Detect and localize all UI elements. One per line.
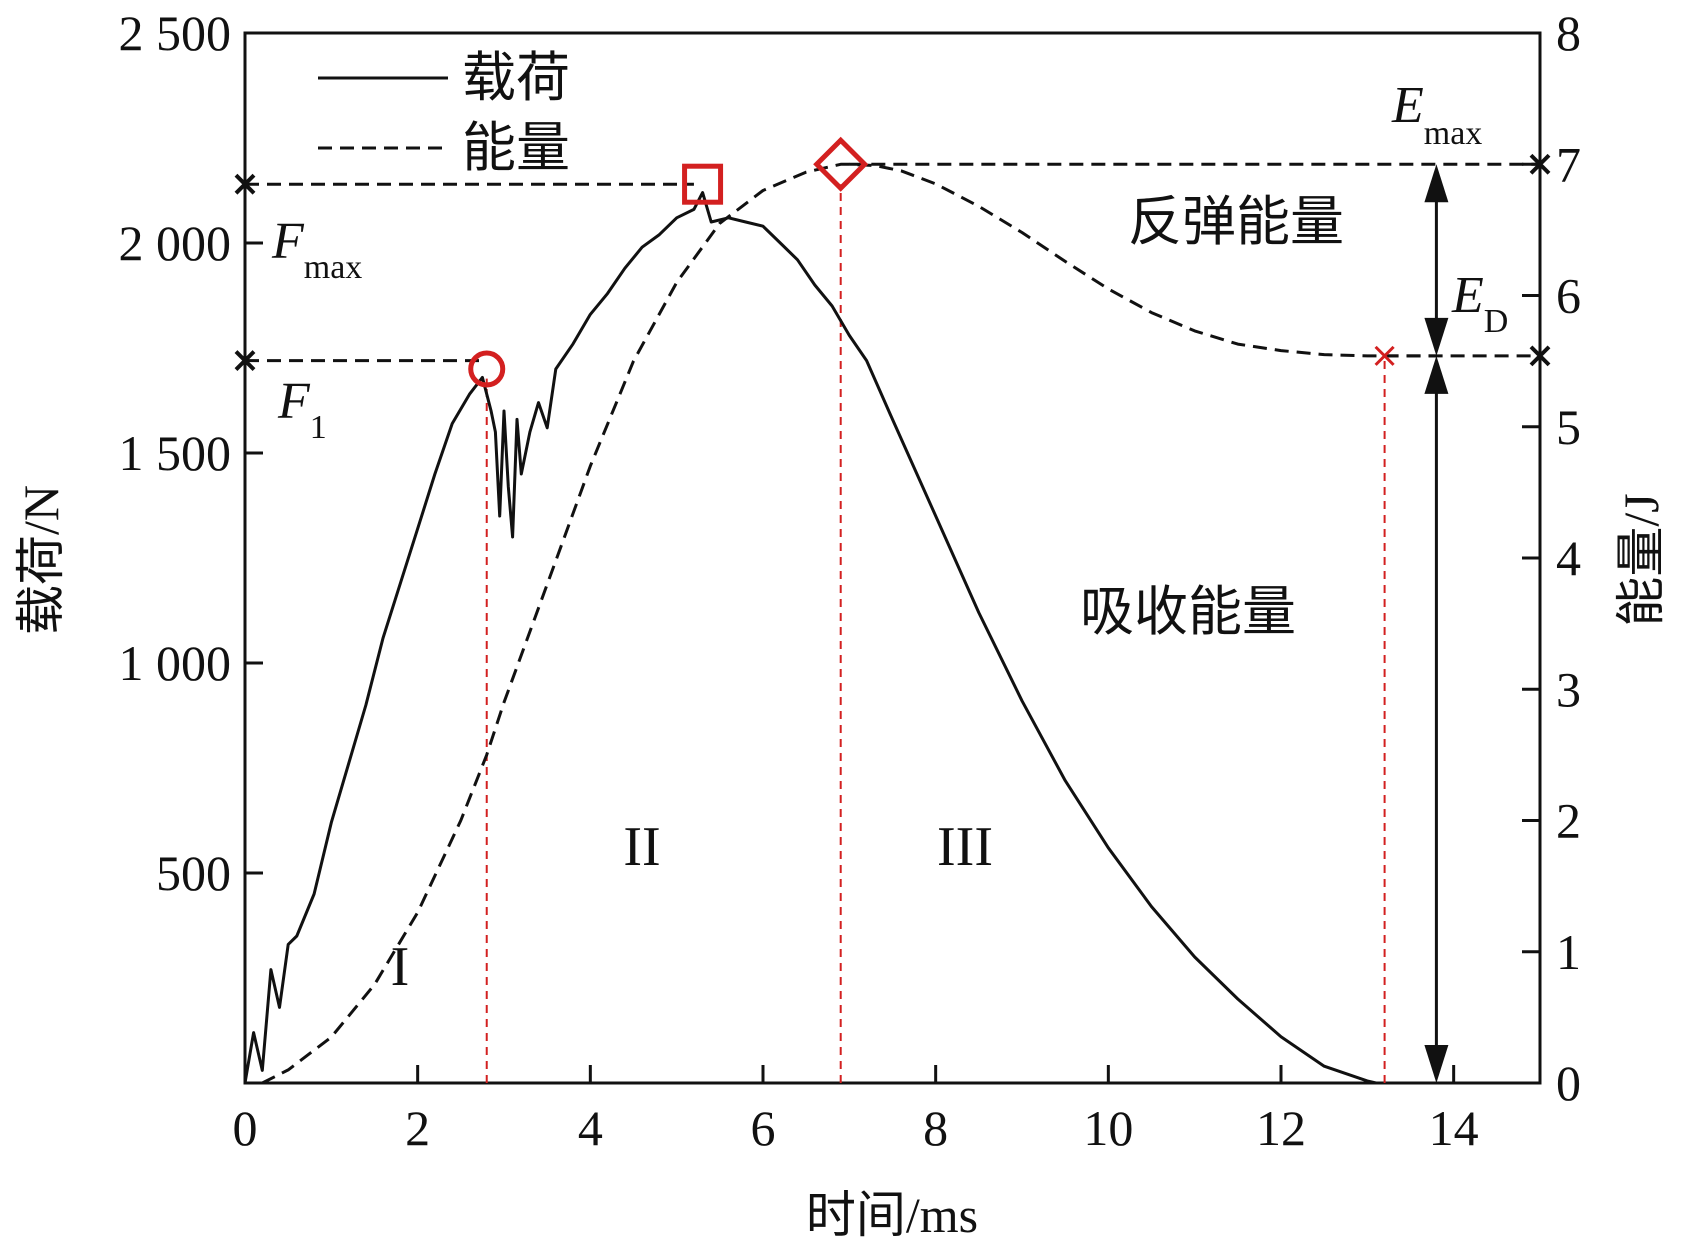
legend-label-load: 载荷 xyxy=(462,46,570,109)
y-right-tick-label: 2 xyxy=(1556,793,1581,849)
y-left-tick-label: 500 xyxy=(156,845,231,901)
rebound-energy-arrow-head-top xyxy=(1424,164,1449,203)
x-tick-label: 2 xyxy=(405,1100,430,1156)
x-tick-label: 4 xyxy=(578,1100,603,1156)
reference-lines xyxy=(234,153,1551,1083)
y-right-tick-label: 3 xyxy=(1556,661,1581,717)
region-label-2: II xyxy=(623,816,660,878)
y-right-axis-title: 能量/J xyxy=(1613,493,1669,626)
y-right-tick-label: 8 xyxy=(1556,5,1581,61)
F1-axis-cross xyxy=(234,350,256,372)
ED-symbol: ED xyxy=(1451,267,1508,340)
Emax-axis-cross xyxy=(1529,153,1551,175)
y-right-tick-label: 7 xyxy=(1556,136,1581,192)
Fmax-axis-cross xyxy=(234,173,256,195)
energy-curve xyxy=(261,162,1437,1085)
rebound-energy-arrow-head-bottom xyxy=(1424,317,1449,356)
ED-axis-cross xyxy=(1529,345,1551,367)
energy-arrows xyxy=(1424,164,1449,1083)
Fmax-symbol: Fmax xyxy=(271,213,362,286)
y-left-tick-label: 2 500 xyxy=(119,5,232,61)
x-tick-label: 14 xyxy=(1429,1100,1479,1156)
absorbed-energy-arrow-head-top xyxy=(1424,355,1449,394)
y-right-tick-label: 1 xyxy=(1556,924,1581,980)
x-tick-label: 0 xyxy=(233,1100,258,1156)
F1-circle-marker xyxy=(468,350,506,388)
Fmax-square-marker xyxy=(682,163,724,205)
x-axis-title: 时间/ms xyxy=(806,1187,978,1243)
point-markers xyxy=(468,136,1395,388)
data-series xyxy=(243,162,1437,1085)
x-tick-label: 6 xyxy=(751,1100,776,1156)
Emax-symbol: Emax xyxy=(1391,77,1482,152)
y-left-tick-label: 1 500 xyxy=(119,425,232,481)
x-tick-label: 10 xyxy=(1083,1100,1133,1156)
y-right-tick-label: 4 xyxy=(1556,530,1581,586)
axis-ticks xyxy=(245,162,1540,1083)
legend-label-energy: 能量 xyxy=(462,116,570,179)
y-left-axis-title: 载荷/N xyxy=(13,485,69,635)
y-left-tick-label: 2 000 xyxy=(119,215,232,271)
y-right-tick-label: 5 xyxy=(1556,399,1581,455)
Emax-diamond-marker xyxy=(813,136,869,192)
x-tick-label: 8 xyxy=(923,1100,948,1156)
absorbed-energy-arrow-head-bottom xyxy=(1424,1045,1449,1083)
region-label-1: I xyxy=(391,936,410,998)
legend: 载荷 能量 xyxy=(318,46,570,179)
end-x-marker xyxy=(1374,345,1395,366)
y-right-tick-label: 6 xyxy=(1556,268,1581,324)
absorbed-energy-label: 吸收能量 xyxy=(1080,580,1296,643)
plot-frame xyxy=(243,31,1542,1085)
y-left-tick-label: 1 000 xyxy=(119,635,232,691)
y-right-tick-label: 0 xyxy=(1556,1055,1581,1111)
F1-symbol: F1 xyxy=(277,373,327,446)
rebound-energy-label: 反弹能量 xyxy=(1128,190,1344,253)
x-tick-label: 12 xyxy=(1256,1100,1306,1156)
load-curve xyxy=(243,191,1377,1085)
region-label-3: III xyxy=(937,816,993,878)
